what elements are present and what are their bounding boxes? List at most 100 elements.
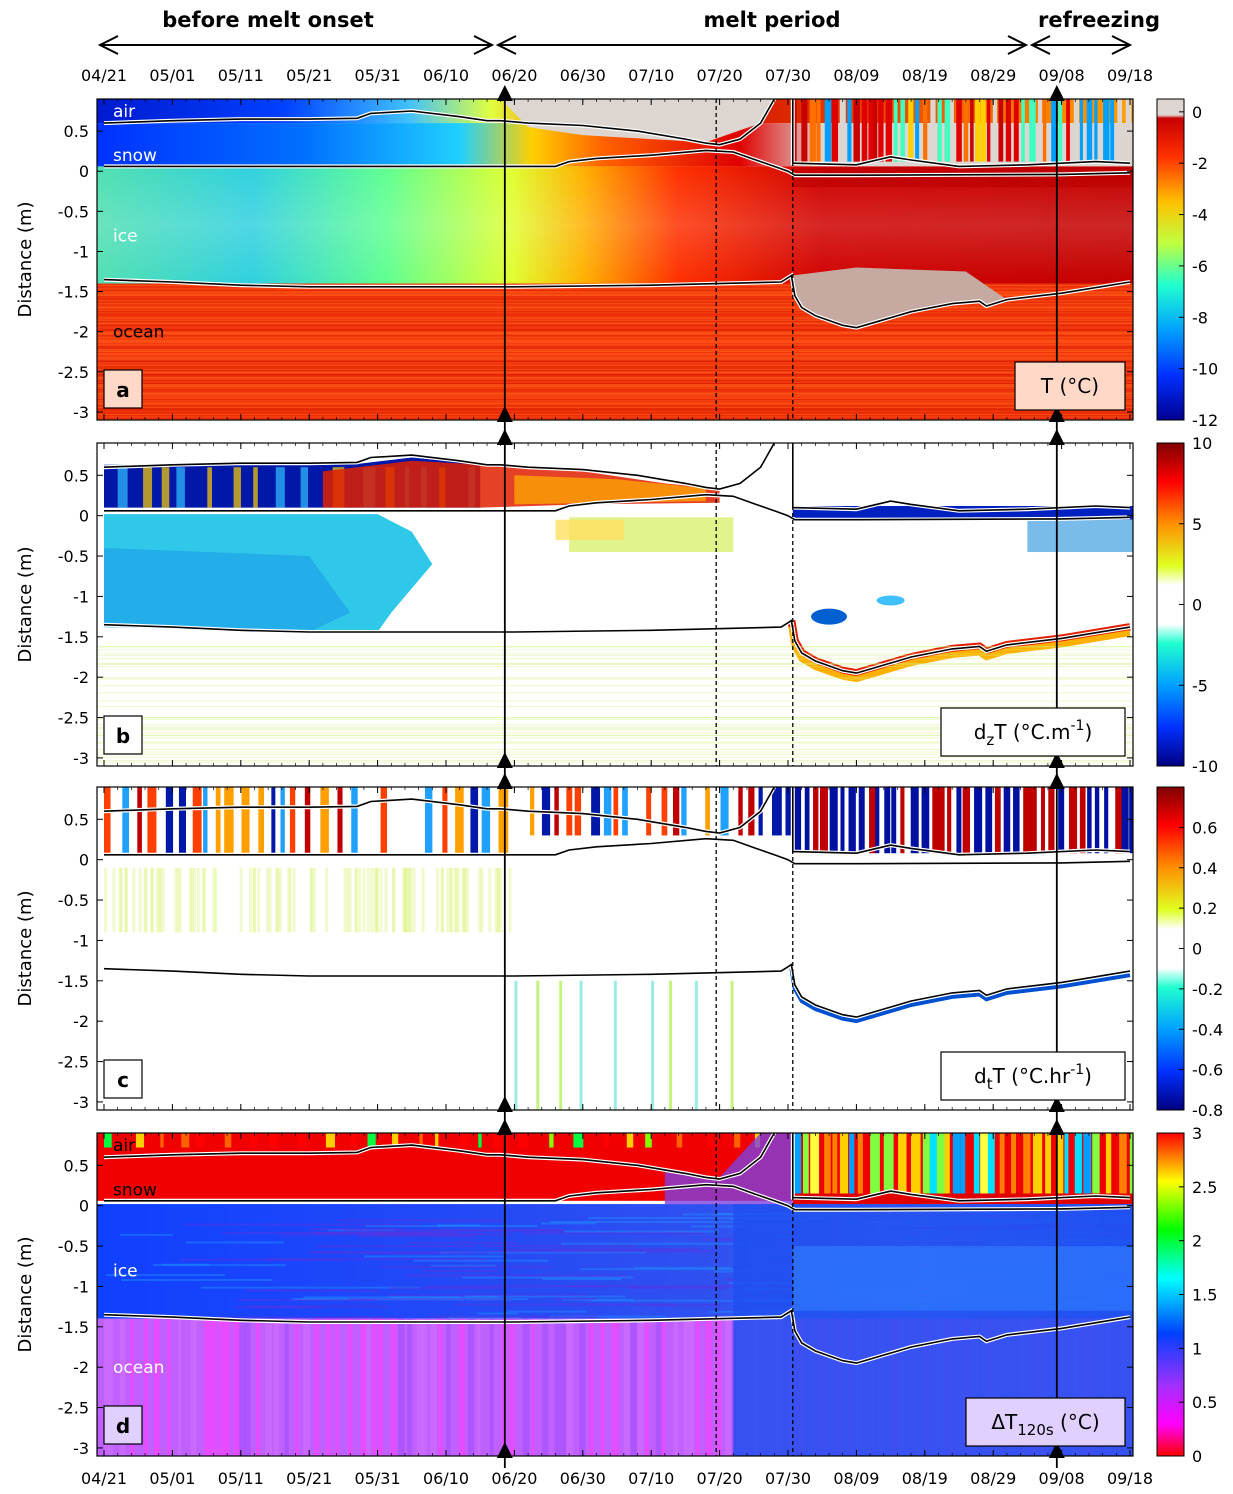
panel-b: 0.5 0 -0.5 -1 -1.5 -2 -2.5 -3 Distance (m) b dzT (…	[15, 429, 1218, 778]
quantity-label: dzT (°C.m-1)	[940, 707, 1126, 757]
top-date-label: 05/31	[355, 66, 401, 85]
panel-letter: b	[103, 715, 143, 755]
y-tick-label: -3	[73, 1093, 89, 1112]
layer-label-ice: ice	[113, 1261, 138, 1281]
panel-frame	[96, 98, 1134, 421]
layer-label-ice: ice	[113, 226, 138, 246]
top-date-label: 06/10	[423, 66, 469, 85]
bottom-date-label: 07/10	[628, 1469, 674, 1488]
y-axis-label: Distance (m)	[15, 546, 36, 662]
y-tick-label: -3	[73, 1439, 89, 1458]
y-tick-label: 0.5	[64, 122, 89, 141]
y-tick-label: -1.5	[58, 628, 89, 647]
boundary-arrowhead	[1048, 406, 1065, 422]
colorbar-tick-label: 0	[1192, 940, 1202, 959]
panel-d: 0.5 0 -0.5 -1 -1.5 -2 -2.5 -3 Distance (m) air sno…	[15, 1119, 1217, 1468]
y-tick-label: -3	[73, 749, 89, 768]
y-tick-label: -0.5	[58, 547, 89, 566]
layer-label-snow: snow	[113, 146, 157, 166]
top-date-label: 05/11	[218, 66, 264, 85]
y-tick-label: 0	[79, 162, 89, 181]
svg-text:T (°C): T (°C)	[1040, 374, 1099, 398]
boundary-arrowhead	[496, 1442, 513, 1458]
bottom-date-label: 06/20	[491, 1469, 537, 1488]
y-axis-label: Distance (m)	[15, 201, 36, 317]
y-tick-label: -2.5	[58, 1053, 89, 1072]
layer-label-snow: snow	[113, 1181, 157, 1201]
y-tick-label: 0.5	[64, 810, 89, 829]
y-tick-label: -1.5	[58, 972, 89, 991]
svg-text:b: b	[116, 724, 130, 748]
boundary-arrowhead	[496, 752, 513, 768]
colorbar-tick-label: -8	[1192, 308, 1208, 327]
bottom-date-label: 07/30	[765, 1469, 811, 1488]
y-axis-label: Distance (m)	[15, 1236, 36, 1352]
layer-label-air: air	[113, 102, 135, 122]
svg-text:c: c	[117, 1068, 129, 1092]
y-tick-label: -1.5	[58, 1318, 89, 1337]
bottom-date-label: 04/21	[81, 1469, 127, 1488]
y-tick-label: -1	[73, 931, 89, 950]
top-date-label: 06/20	[491, 66, 537, 85]
top-date-label: 07/10	[628, 66, 674, 85]
colorbar-tick-label: -10	[1192, 757, 1218, 776]
svg-text:dzT (°C.m-1): dzT (°C.m-1)	[974, 718, 1093, 749]
interface-line	[792, 787, 1131, 856]
colorbar-tick-label: 10	[1192, 434, 1212, 453]
top-date-label: 07/20	[697, 66, 743, 85]
colorbar-tick-label: -0.4	[1192, 1020, 1223, 1039]
heatmap-area	[97, 1133, 1133, 1456]
bottom-date-axis: 04/21 05/01 05/11 05/21 05/31 06/10 06/20 06/30…	[81, 1469, 1153, 1488]
top-date-label: 06/30	[560, 66, 606, 85]
heatmap-area	[97, 787, 1133, 1110]
colorbar-tick-label: 5	[1192, 515, 1202, 534]
bottom-date-label: 05/01	[149, 1469, 195, 1488]
layer-label-ocean: ocean	[113, 1358, 164, 1378]
svg-text:d: d	[116, 1414, 130, 1438]
svg-text:a: a	[116, 378, 130, 402]
interface-line	[103, 963, 1131, 1018]
y-tick-label: 0	[79, 507, 89, 526]
period-arrows	[97, 35, 1133, 55]
svg-text:dtT (°C.hr-1): dtT (°C.hr-1)	[974, 1062, 1092, 1093]
top-date-label: 08/09	[833, 66, 879, 85]
colorbar-tick-label: 0.4	[1192, 859, 1217, 878]
interface-line	[104, 837, 1131, 865]
interface-line	[103, 619, 1131, 674]
quantity-label: ΔT120s (°C)	[965, 1397, 1126, 1447]
colorbar-tick-label: 2.5	[1192, 1178, 1217, 1197]
interface-line	[792, 443, 1131, 512]
colorbar-tick-label: 0.2	[1192, 899, 1217, 918]
interface-line	[792, 1133, 1131, 1202]
bottom-date-label: 06/10	[423, 1469, 469, 1488]
layer-label-ocean: ocean	[113, 323, 164, 343]
colorbar-tick-label: -2	[1192, 154, 1208, 173]
colorbar-tick-label: -10	[1192, 360, 1218, 379]
interface-line	[104, 149, 1131, 176]
bottom-date-label: 09/18	[1107, 1469, 1153, 1488]
quantity-label: T (°C)	[1014, 361, 1126, 411]
interface-line	[103, 1309, 1131, 1364]
colorbar-c: 0.6 0.4 0.2 0 -0.2 -0.4 -0.6 -0.8	[1156, 786, 1223, 1120]
y-tick-label: -1	[73, 1277, 89, 1296]
bottom-date-label: 06/30	[560, 1469, 606, 1488]
y-tick-label: -2	[73, 1358, 89, 1377]
y-tick-label: -2.5	[58, 363, 89, 382]
interface-line	[103, 99, 775, 146]
boundary-arrowhead	[496, 406, 513, 422]
colorbar-b: 10 5 0 -5 -10	[1156, 434, 1218, 776]
y-tick-label: -2.5	[58, 1399, 89, 1418]
y-tick-label: -2.5	[58, 709, 89, 728]
colorbar-tick-label: -6	[1192, 257, 1208, 276]
bottom-date-label: 08/29	[970, 1469, 1016, 1488]
panel-a: 0.5 0 -0.5 -1 -1.5 -2 -2.5 -3 Distance (m) air sno…	[15, 85, 1218, 432]
period-refreezing: refreezing	[1038, 8, 1160, 32]
colorbar-tick-label: -0.8	[1192, 1101, 1223, 1120]
top-date-label: 07/30	[765, 66, 811, 85]
y-tick-label: -1.5	[58, 283, 89, 302]
top-date-label: 09/08	[1039, 66, 1085, 85]
top-date-label: 09/18	[1107, 66, 1153, 85]
colorbar-tick-label: -4	[1192, 206, 1208, 225]
bottom-date-label: 05/31	[355, 1469, 401, 1488]
bottom-date-label: 08/19	[902, 1469, 948, 1488]
